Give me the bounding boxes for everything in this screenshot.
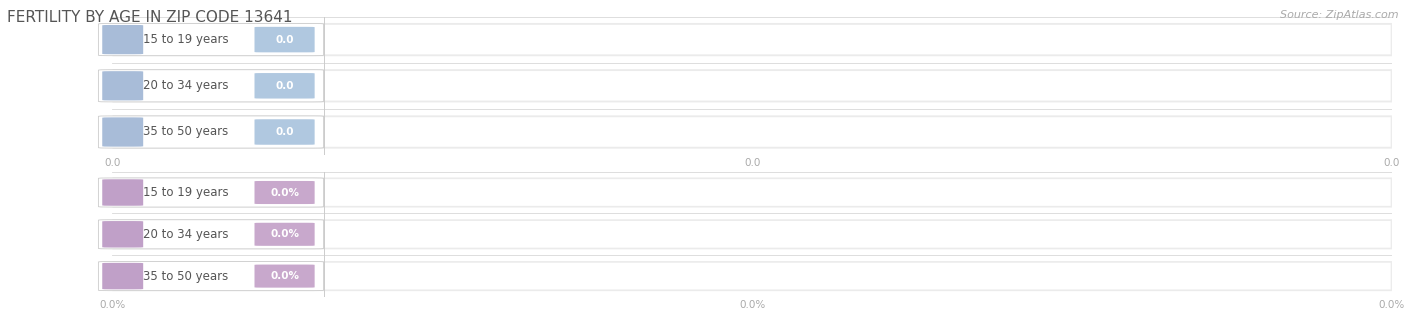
FancyBboxPatch shape [98,220,323,249]
Text: 0.0%: 0.0% [270,187,299,197]
FancyBboxPatch shape [254,27,315,52]
Text: 35 to 50 years: 35 to 50 years [143,125,228,139]
FancyBboxPatch shape [98,23,323,56]
Text: Source: ZipAtlas.com: Source: ZipAtlas.com [1281,10,1399,20]
Text: 0.0: 0.0 [276,81,294,91]
FancyBboxPatch shape [103,263,143,289]
FancyBboxPatch shape [112,261,1392,291]
FancyBboxPatch shape [114,71,1391,101]
FancyBboxPatch shape [103,221,143,248]
FancyBboxPatch shape [254,119,315,145]
FancyBboxPatch shape [98,116,323,148]
Text: 35 to 50 years: 35 to 50 years [143,270,228,282]
FancyBboxPatch shape [112,23,1392,56]
FancyBboxPatch shape [98,262,323,291]
Text: 0.0: 0.0 [276,35,294,45]
FancyBboxPatch shape [114,263,1391,289]
FancyBboxPatch shape [112,69,1392,102]
FancyBboxPatch shape [103,179,143,206]
FancyBboxPatch shape [114,179,1391,206]
FancyBboxPatch shape [103,71,143,100]
FancyBboxPatch shape [254,265,315,288]
Text: FERTILITY BY AGE IN ZIP CODE 13641: FERTILITY BY AGE IN ZIP CODE 13641 [7,10,292,25]
FancyBboxPatch shape [103,25,143,54]
FancyBboxPatch shape [103,117,143,147]
Text: 0.0%: 0.0% [270,271,299,281]
FancyBboxPatch shape [114,25,1391,54]
FancyBboxPatch shape [112,115,1392,148]
Text: 20 to 34 years: 20 to 34 years [143,228,229,241]
FancyBboxPatch shape [114,221,1391,248]
Text: 15 to 19 years: 15 to 19 years [143,186,229,199]
FancyBboxPatch shape [112,219,1392,249]
Text: 20 to 34 years: 20 to 34 years [143,79,229,92]
FancyBboxPatch shape [254,223,315,246]
FancyBboxPatch shape [114,117,1391,147]
FancyBboxPatch shape [98,178,323,207]
Text: 0.0%: 0.0% [270,229,299,239]
Text: 15 to 19 years: 15 to 19 years [143,33,229,46]
FancyBboxPatch shape [254,181,315,204]
FancyBboxPatch shape [254,73,315,99]
FancyBboxPatch shape [98,70,323,102]
FancyBboxPatch shape [112,178,1392,208]
Text: 0.0: 0.0 [276,127,294,137]
